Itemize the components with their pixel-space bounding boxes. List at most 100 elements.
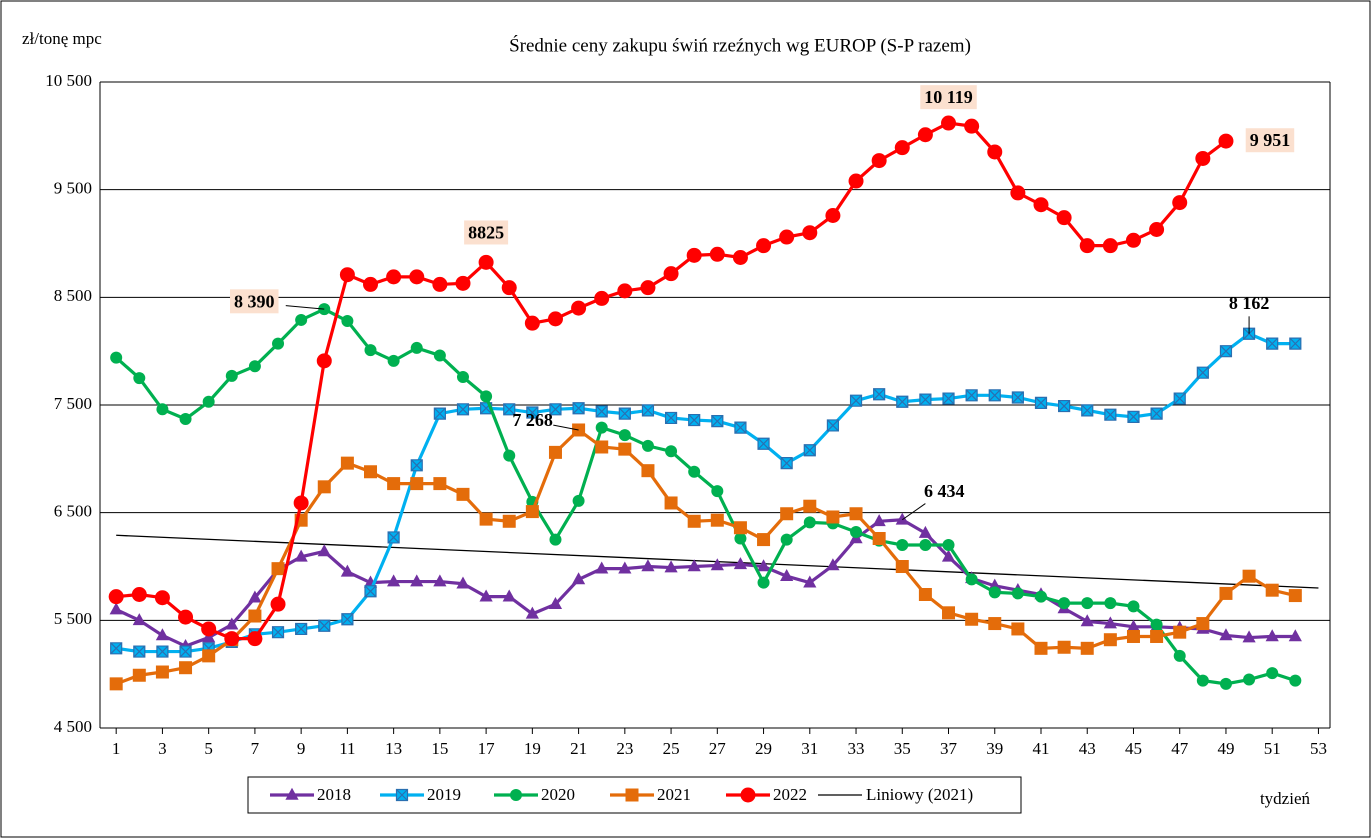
marker [988,586,1001,599]
marker [803,444,816,457]
marker [455,275,471,291]
marker [780,533,793,546]
marker [711,485,724,498]
marker [1127,600,1140,613]
marker [571,300,587,316]
marker [1172,195,1188,211]
marker [686,247,702,263]
marker [179,645,192,658]
marker [318,619,331,632]
marker [480,390,493,403]
marker [733,557,748,570]
marker [850,526,863,539]
label-background [1245,128,1295,153]
marker [1173,649,1186,662]
marker [510,789,522,801]
marker [641,464,655,478]
marker [316,353,332,369]
value-label: 8825 [468,222,504,242]
marker [409,269,425,285]
marker [987,144,1003,160]
marker [849,394,863,407]
marker [341,315,354,328]
marker [155,665,169,679]
marker [456,371,469,384]
y-tick-label: 6 500 [54,502,92,521]
x-tick-label: 11 [339,739,355,758]
marker [201,621,217,637]
marker [919,393,932,406]
legend-label: 2019 [427,785,461,804]
marker [110,642,123,655]
y-tick-label: 7 500 [54,394,92,413]
marker [456,576,470,589]
x-tick-label: 29 [755,739,772,758]
marker [1265,583,1279,597]
marker [641,439,654,452]
marker [1010,185,1026,201]
marker [1288,589,1302,603]
y-tick-label: 4 500 [54,717,92,736]
marker [433,407,446,420]
leader-line [285,305,325,310]
marker [895,512,909,525]
marker [618,561,632,574]
marker [1011,391,1024,404]
marker [1103,616,1117,629]
marker [571,572,586,585]
marker [826,510,840,524]
x-tick-label: 1 [112,739,121,758]
y-axis-label: zł/tonę mpc [22,29,102,48]
x-tick-label: 47 [1171,739,1189,758]
marker [248,360,261,373]
marker [109,602,123,615]
marker [849,507,863,521]
marker [640,280,656,296]
marker [433,477,447,491]
marker [387,574,401,587]
marker [1056,210,1072,226]
marker [710,513,724,527]
marker [1243,673,1256,686]
marker [756,559,771,572]
x-tick-label: 13 [385,739,402,758]
marker [293,495,309,511]
marker [757,437,770,450]
marker [572,402,585,415]
marker [395,788,409,802]
marker [410,574,424,587]
series-line [115,331,1296,654]
marker [524,315,540,331]
marker [618,442,632,456]
marker [1102,238,1118,254]
marker [664,496,678,510]
marker [825,208,841,224]
x-tick-label: 27 [709,739,727,758]
legend-label: Liniowy (2021) [866,785,973,804]
marker [339,267,355,283]
marker [1196,366,1209,379]
marker [1033,197,1049,213]
marker [525,505,539,519]
marker [871,153,887,169]
value-label: 8 390 [234,291,275,311]
marker [896,538,909,551]
marker [965,612,979,626]
marker [942,606,956,620]
marker [271,562,285,576]
marker [917,127,933,143]
marker [757,576,770,589]
marker [503,449,516,462]
marker [202,649,216,663]
marker [156,645,169,658]
marker [156,403,169,416]
marker [548,596,563,609]
marker [779,229,795,245]
marker [803,575,817,588]
marker [1196,674,1209,687]
marker [733,521,747,535]
marker [410,477,424,491]
marker [732,249,748,265]
marker [1242,327,1256,340]
